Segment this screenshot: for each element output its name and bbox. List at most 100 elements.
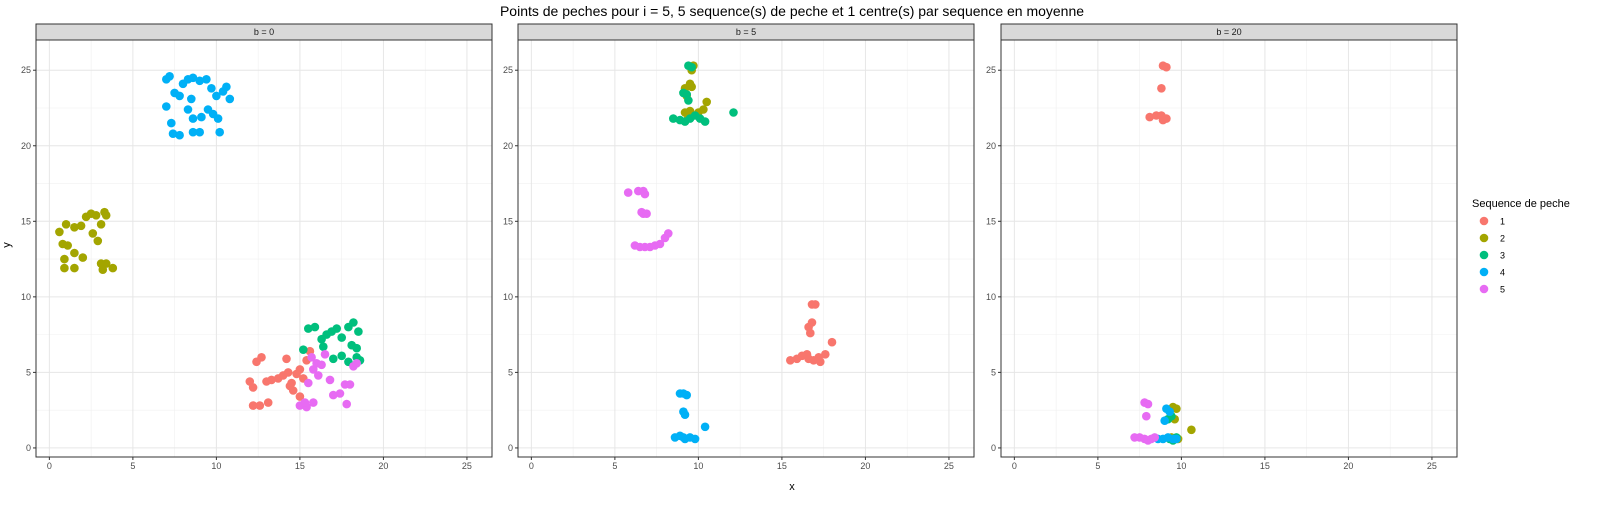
data-point [195, 76, 204, 86]
x-tick-label: 20 [860, 461, 870, 471]
panel-border [1000, 39, 1458, 458]
x-tick-label: 10 [1176, 461, 1186, 471]
x-tick-label: 0 [47, 461, 52, 471]
data-point [729, 108, 738, 117]
y-axis-label: y [1, 242, 13, 248]
data-point [1142, 411, 1151, 421]
data-point [342, 399, 352, 409]
data-point [285, 381, 295, 391]
x-tick-label: 5 [1095, 461, 1100, 471]
x-tick-label: 25 [944, 461, 954, 471]
legend-item: 2 [1479, 234, 1505, 244]
y-tick-label: 25 [503, 65, 513, 75]
data-point [690, 434, 700, 444]
y-tick-label: 10 [986, 292, 996, 302]
legend-item: 1 [1479, 217, 1505, 227]
data-point [255, 401, 265, 410]
x-tick-label: 15 [777, 461, 787, 471]
data-point [197, 112, 206, 122]
data-point [248, 401, 258, 410]
legend-title: Sequence de peche [1472, 198, 1570, 210]
data-point [63, 241, 72, 250]
data-point [98, 265, 108, 275]
data-point [1157, 84, 1166, 93]
data-point [700, 422, 710, 432]
x-tick-label: 20 [1343, 461, 1353, 471]
facet-strip-label: b = 0 [254, 27, 274, 37]
y-tick-label: 15 [503, 216, 513, 226]
data-point [337, 351, 347, 361]
legend-label: 2 [1500, 234, 1505, 244]
data-point [655, 239, 665, 249]
legend-key [1479, 284, 1489, 294]
facet-strip-label: b = 5 [736, 27, 756, 37]
x-tick-label: 20 [378, 461, 388, 471]
y-tick-label: 20 [503, 141, 513, 151]
legend-item: 5 [1479, 284, 1505, 295]
data-point [337, 333, 347, 342]
data-point [207, 84, 216, 93]
data-point [307, 353, 316, 362]
panel-border [35, 39, 493, 458]
y-tick-label: 0 [508, 443, 513, 453]
panel-background [518, 40, 974, 457]
y-tick-label: 25 [21, 65, 31, 75]
legend-key [1479, 250, 1489, 260]
data-point [70, 223, 79, 232]
data-point [349, 318, 358, 327]
data-point [225, 94, 235, 104]
data-point [1187, 425, 1196, 435]
y-tick-label: 0 [26, 443, 31, 453]
facet-panel: b = 5 0 5 10 15 20 25 0 5 10 15 20 25 [503, 23, 975, 471]
data-point [295, 365, 305, 374]
data-point [88, 229, 98, 238]
data-point [202, 75, 211, 84]
data-point [804, 322, 813, 332]
data-point [699, 105, 708, 114]
x-tick-label: 10 [211, 461, 221, 471]
data-point [175, 91, 184, 101]
data-point [1145, 112, 1154, 122]
legend-item: 4 [1479, 268, 1505, 278]
data-point [188, 73, 198, 83]
y-tick-label: 25 [986, 65, 996, 75]
y-tick-label: 15 [986, 216, 996, 226]
data-point [304, 378, 313, 388]
data-point [299, 345, 308, 355]
data-point [684, 96, 693, 105]
y-tick-label: 5 [991, 367, 996, 377]
data-point [680, 410, 690, 420]
data-point [257, 353, 266, 362]
data-point [1158, 115, 1168, 125]
data-point [78, 253, 88, 262]
data-point [821, 350, 830, 359]
data-point [335, 389, 345, 398]
data-point [61, 220, 71, 229]
y-tick-label: 5 [508, 367, 513, 377]
data-point [195, 127, 204, 137]
data-point [816, 357, 825, 367]
data-point [187, 94, 196, 104]
data-point [283, 368, 293, 377]
facet-panel: b = 0 0 5 10 15 20 25 0 5 10 15 20 25 [21, 23, 493, 471]
facet-panel: b = 20 0 5 10 15 20 25 0 5 10 15 20 25 [986, 23, 1458, 471]
data-point [827, 337, 837, 347]
data-point [60, 254, 69, 264]
data-point [168, 129, 178, 138]
data-point [317, 360, 326, 370]
legend: Sequence de peche 1 2 3 4 5 [1472, 198, 1570, 295]
data-point [811, 300, 820, 309]
data-point [295, 392, 305, 401]
panel-border [517, 39, 975, 458]
data-point [76, 221, 86, 231]
data-point [702, 97, 711, 107]
data-point [165, 72, 174, 81]
data-point [329, 390, 338, 400]
data-point [329, 354, 338, 364]
data-point [300, 398, 310, 407]
x-tick-label: 5 [612, 461, 617, 471]
data-point [642, 209, 651, 218]
data-point [669, 114, 678, 123]
data-point [222, 82, 231, 92]
legend-label: 5 [1500, 285, 1505, 295]
